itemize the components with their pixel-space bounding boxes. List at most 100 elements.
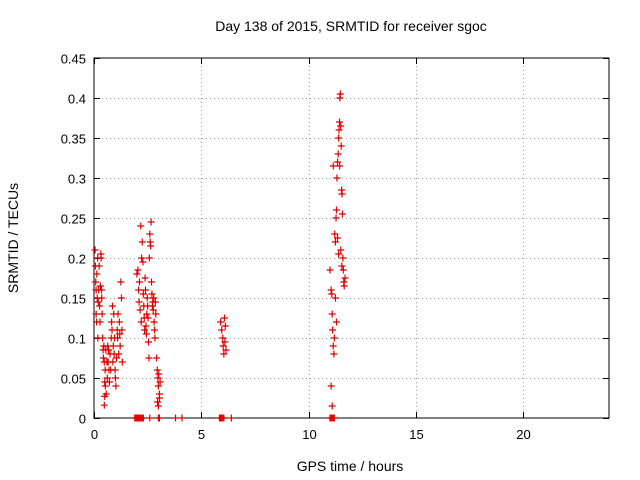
data-point (149, 306, 157, 314)
data-point (222, 346, 230, 354)
data-point (116, 330, 124, 338)
data-point (139, 258, 147, 266)
data-point (329, 342, 337, 350)
data-point (331, 294, 339, 302)
data-point (143, 294, 151, 302)
data-point (151, 334, 159, 342)
data-point (339, 254, 347, 262)
data-point (154, 382, 162, 390)
data-point (98, 310, 106, 318)
x-tick-label: 5 (198, 427, 205, 442)
data-point (334, 150, 342, 158)
data-point (334, 234, 342, 242)
data-point (133, 270, 141, 278)
data-point (96, 318, 104, 326)
data-point (148, 290, 156, 298)
data-point (101, 382, 109, 390)
y-tick-label: 0 (79, 412, 86, 427)
data-point (96, 282, 104, 290)
data-point (156, 378, 164, 386)
tick-layer: 0 0.05 0.1 0.15 0.2 0.25 0.3 0.35 0.4 0.45 0 5 10 15 2… (61, 52, 609, 442)
data-point (108, 318, 116, 326)
data-point (96, 302, 104, 310)
data-point (94, 298, 102, 306)
data-point (220, 314, 228, 322)
data-point (103, 374, 111, 382)
data-point (92, 278, 100, 286)
zero-point (330, 414, 338, 422)
data-point (335, 134, 343, 142)
data-point (118, 358, 126, 366)
zero-point (220, 414, 228, 422)
data-point (112, 382, 120, 390)
data-point (141, 326, 149, 334)
data-point (116, 342, 124, 350)
data-point (218, 326, 226, 334)
y-tick-label: 0.3 (68, 172, 86, 187)
data-point (147, 242, 155, 250)
data-point (154, 374, 162, 382)
data-point (148, 278, 156, 286)
data-point (217, 318, 225, 326)
data-point (99, 354, 107, 362)
data-point (332, 318, 340, 326)
data-point (337, 122, 345, 130)
data-point (144, 314, 152, 322)
data-point (221, 322, 229, 330)
data-point (332, 214, 340, 222)
y-tick-label: 0.25 (61, 212, 86, 227)
data-point (339, 266, 347, 274)
data-point (92, 310, 100, 318)
data-point (145, 254, 153, 262)
data-point (338, 210, 346, 218)
data-point (335, 126, 343, 134)
data-point (329, 162, 337, 170)
data-point (328, 290, 336, 298)
data-point (336, 90, 344, 98)
data-point (340, 282, 348, 290)
data-point (138, 238, 146, 246)
data-point (143, 310, 151, 318)
data-point (333, 174, 341, 182)
data-point (153, 354, 161, 362)
zero-point (172, 414, 180, 422)
data-point (341, 274, 349, 282)
data-point (151, 326, 159, 334)
x-tick-label: 0 (91, 427, 98, 442)
data-point (111, 374, 119, 382)
data-point (136, 306, 144, 314)
data-point (142, 330, 150, 338)
data-point (338, 262, 346, 270)
data-point (115, 350, 123, 358)
data-point (135, 286, 143, 294)
data-point (109, 342, 117, 350)
y-tick-label: 0.15 (61, 292, 86, 307)
data-point (330, 350, 338, 358)
data-point (134, 266, 142, 274)
data-point (137, 318, 145, 326)
data-point (115, 318, 123, 326)
data-point (334, 158, 342, 166)
data-point (105, 346, 113, 354)
data-point (327, 286, 335, 294)
data-point (101, 392, 109, 400)
data-point (329, 326, 337, 334)
y-tick-label: 0.35 (61, 132, 86, 147)
data-point (137, 222, 145, 230)
grid-layer (94, 58, 609, 418)
data-point (147, 218, 155, 226)
data-point (93, 270, 101, 278)
y-tick-label: 0.05 (61, 372, 86, 387)
data-point (142, 286, 149, 294)
data-point (154, 402, 162, 410)
data-point (99, 334, 107, 342)
data-point (100, 401, 108, 409)
x-tick-label: 15 (409, 427, 423, 442)
data-point (108, 302, 116, 310)
data-point (151, 298, 159, 306)
data-point (330, 334, 338, 342)
y-tick-label: 0.4 (68, 92, 86, 107)
data-point (155, 370, 163, 378)
data-point (221, 338, 229, 346)
